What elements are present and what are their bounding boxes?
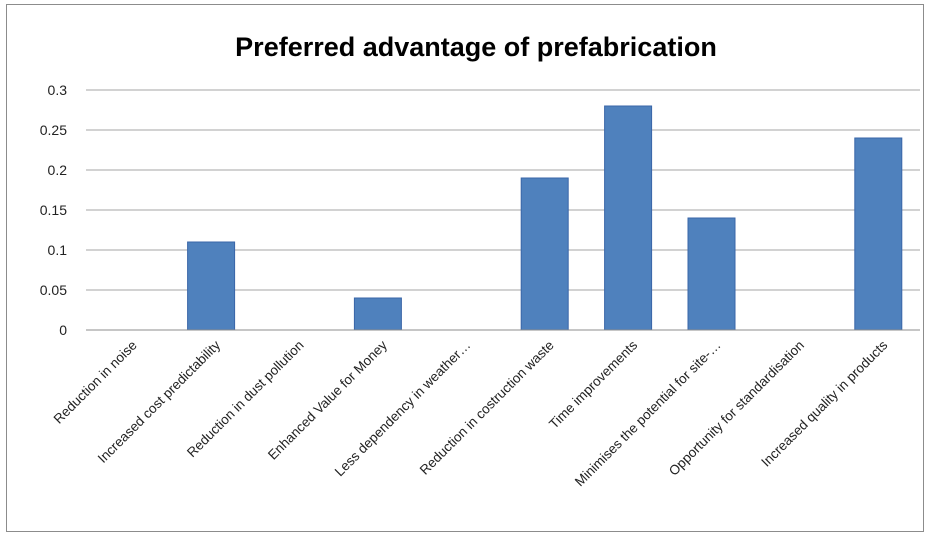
y-tick-label: 0 [59, 322, 67, 338]
x-category-label: Opportunity for standardisation [666, 338, 807, 479]
bar [187, 241, 236, 331]
x-category-label: Reduction in noise [51, 338, 140, 427]
y-tick-label: 0.05 [40, 282, 67, 298]
bar [520, 177, 569, 331]
bar [854, 137, 903, 331]
bars [187, 105, 903, 331]
x-category-label: Time improvements [546, 337, 640, 431]
y-tick-label: 0.3 [48, 82, 68, 98]
y-tick-label: 0.25 [40, 122, 67, 138]
y-tick-label: 0.1 [48, 242, 68, 258]
y-tick-label: 0.2 [48, 162, 68, 178]
bar [604, 105, 653, 331]
y-tick-label: 0.15 [40, 202, 67, 218]
bar [687, 217, 736, 331]
x-category-label: Reduction in costruction waste [417, 338, 557, 478]
x-category-label: Minimises the potential for site-… [572, 338, 724, 490]
chart-title: Preferred advantage of prefabrication [235, 32, 717, 62]
bar [353, 297, 402, 331]
x-category-label: Less dependency in weather… [332, 338, 474, 480]
y-axis-tick-labels: 0 0.05 0.1 0.15 0.2 0.25 0.3 [40, 82, 67, 338]
chart-frame [6, 4, 924, 532]
